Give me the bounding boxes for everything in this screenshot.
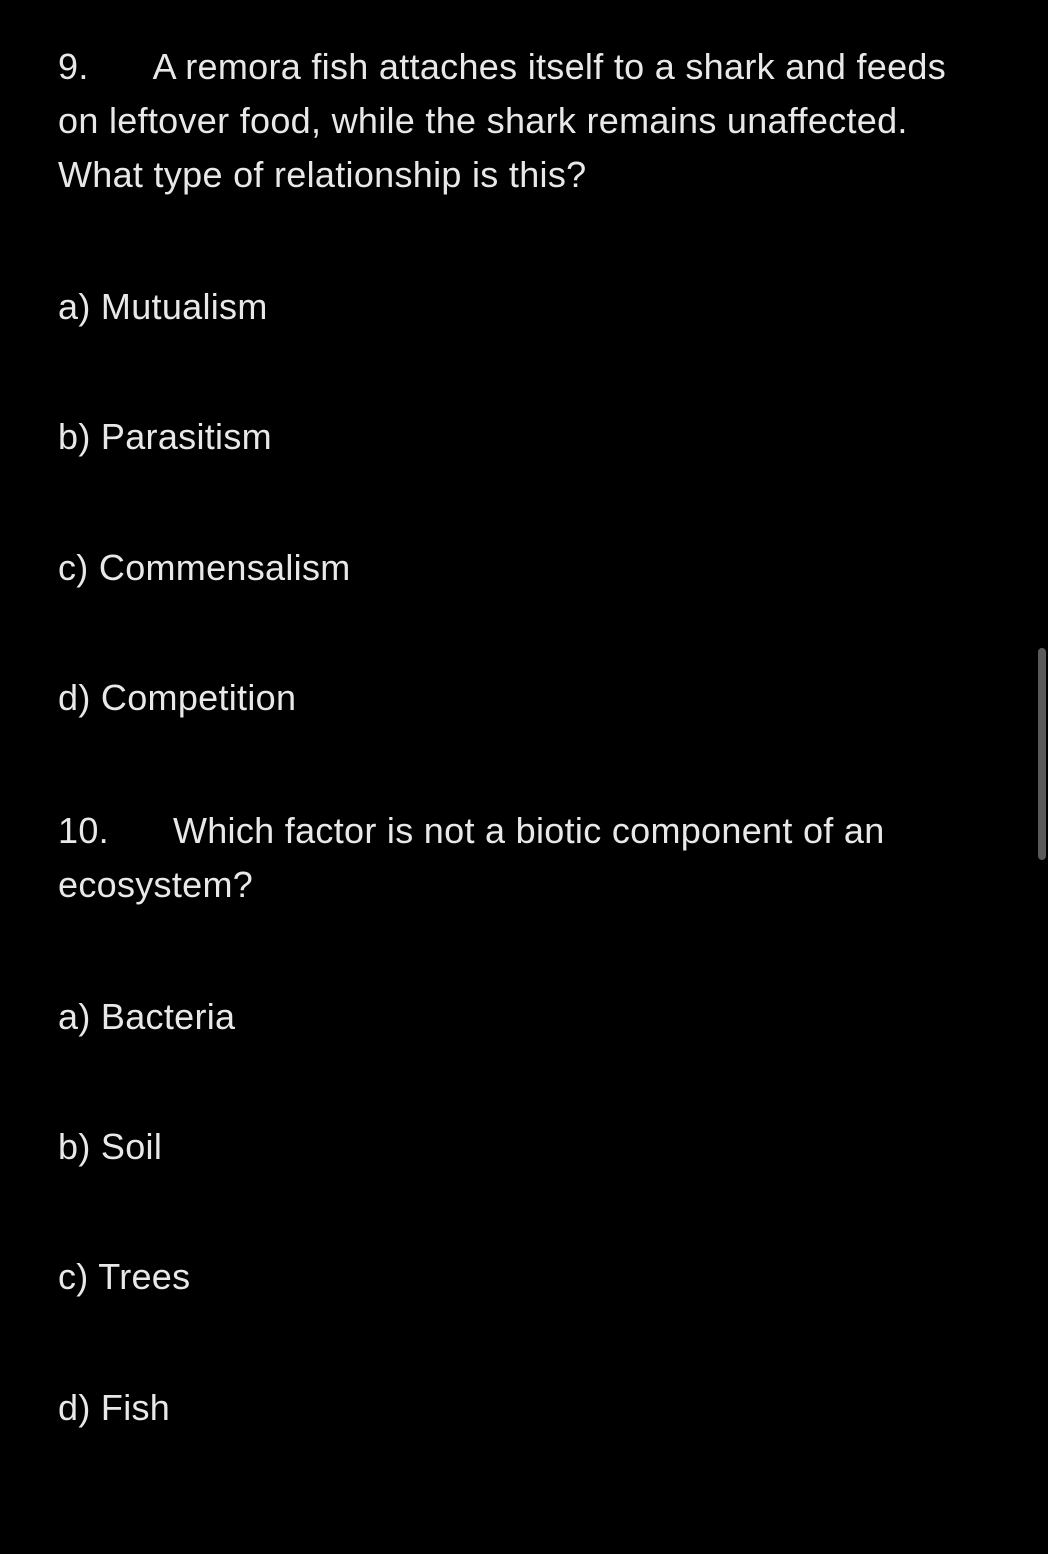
question-text: 9.A remora fish attaches itself to a sha… (58, 40, 990, 202)
question-number: 9. (58, 46, 89, 87)
question-text: 10.Which factor is not a biotic componen… (58, 804, 990, 912)
option-d[interactable]: d) Fish (58, 1383, 990, 1433)
question-body: A remora fish attaches itself to a shark… (58, 46, 946, 195)
question-body: Which factor is not a biotic component o… (58, 810, 885, 905)
option-b[interactable]: b) Soil (58, 1122, 990, 1172)
scrollbar-thumb[interactable] (1038, 648, 1046, 860)
option-c[interactable]: c) Commensalism (58, 543, 990, 593)
question-9-options: a) Mutualism b) Parasitism c) Commensali… (58, 282, 990, 724)
option-a[interactable]: a) Mutualism (58, 282, 990, 332)
option-d[interactable]: d) Competition (58, 673, 990, 723)
question-9: 9.A remora fish attaches itself to a sha… (58, 40, 990, 724)
question-number: 10. (58, 810, 109, 851)
option-b[interactable]: b) Parasitism (58, 412, 990, 462)
question-10-options: a) Bacteria b) Soil c) Trees d) Fish (58, 992, 990, 1434)
option-a[interactable]: a) Bacteria (58, 992, 990, 1042)
question-10: 10.Which factor is not a biotic componen… (58, 804, 990, 1434)
option-c[interactable]: c) Trees (58, 1252, 990, 1302)
